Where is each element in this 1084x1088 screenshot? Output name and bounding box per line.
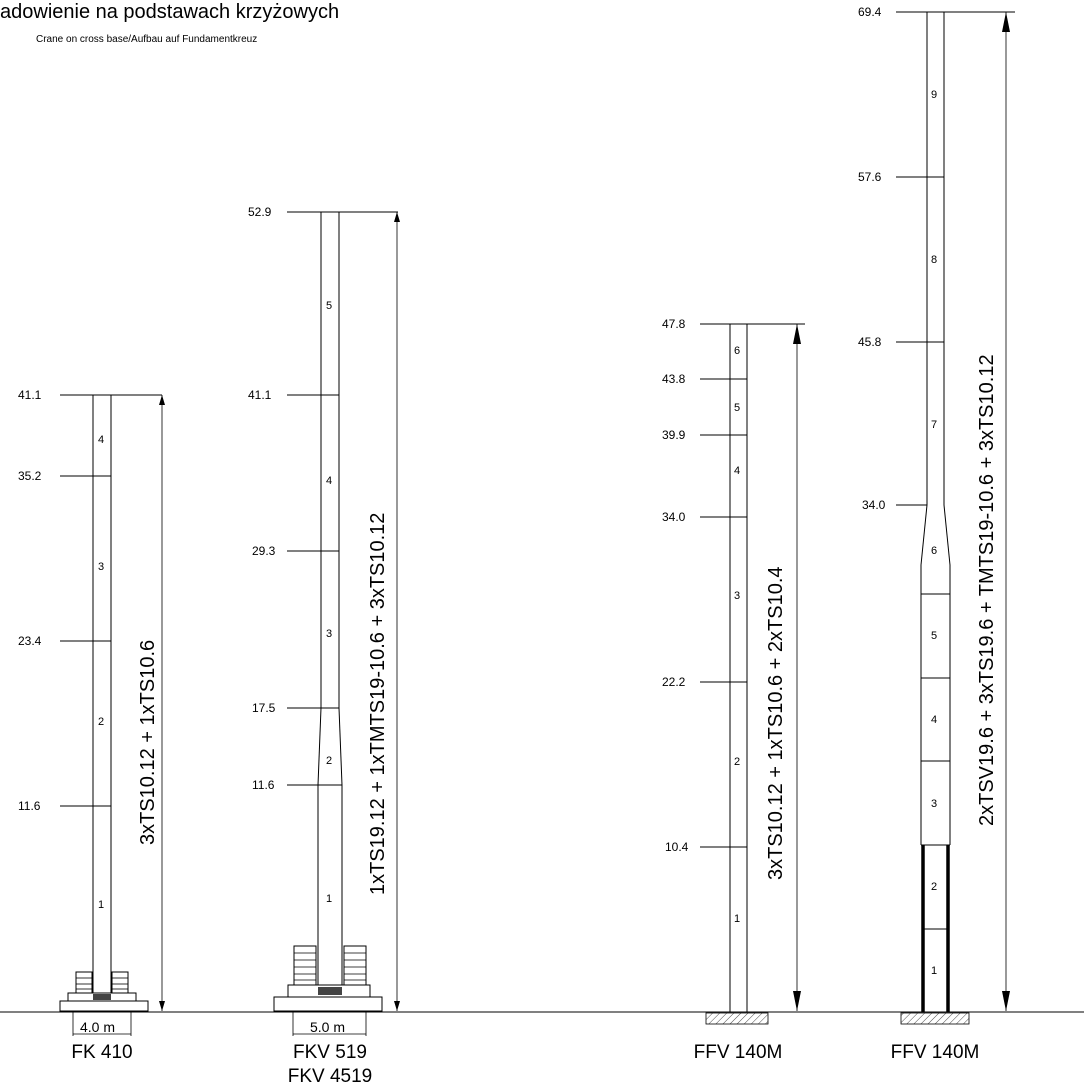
- base-width-dimension: [292, 1012, 367, 1036]
- configuration-label: 1xTS19.12 + 1xTMTS19-10.6 + 3xTS10.12: [367, 513, 389, 895]
- height-arrow-ffv140m-47: [793, 324, 801, 1011]
- section-number: 2: [326, 755, 332, 767]
- section-number: 5: [931, 630, 937, 642]
- crane-fk410: 41.1 35.2 23.4 11.6 4 3 2 1 3xTS10.12 + …: [18, 388, 165, 1063]
- crane-fkv519: 52.9 41.1 29.3 17.5 11.6 5 4 3 2 1 1xTS1…: [248, 205, 400, 1087]
- section-number: 1: [326, 893, 332, 905]
- configuration-label: 3xTS10.12 + 1xTS10.6: [137, 640, 159, 845]
- crane-model-name: FK 410: [71, 1042, 132, 1063]
- base-width-dimension: [72, 1012, 132, 1036]
- level-label: 57.6: [858, 170, 882, 184]
- section-number: 1: [734, 913, 740, 925]
- section-number: 3: [326, 628, 332, 640]
- level-lines-fk410: [60, 394, 162, 807]
- level-label: 34.0: [862, 498, 886, 512]
- foundation-anchor: [705, 1012, 769, 1025]
- level-label: 41.1: [248, 388, 272, 402]
- level-label: 47.8: [662, 317, 686, 331]
- foundation-anchor: [900, 1012, 970, 1025]
- crane-model-name: FFV 140M: [891, 1042, 980, 1063]
- level-label: 22.2: [662, 675, 686, 689]
- level-label: 35.2: [18, 469, 42, 483]
- section-number: 2: [98, 716, 104, 728]
- mast-ffv140m-47: [729, 323, 748, 1012]
- level-lines-fkv519: [287, 211, 398, 786]
- level-lines-ffv140m-69: [896, 11, 1015, 506]
- mast-fkv519: [317, 211, 343, 985]
- base-width-label: 5.0 m: [310, 1019, 345, 1035]
- section-number: 4: [326, 475, 332, 487]
- level-label: 52.9: [248, 205, 272, 219]
- drawing-title: adowienie na podstawach krzyżowych: [0, 1, 339, 23]
- configuration-label: 3xTS10.12 + 1xTS10.6 + 2xTS10.4: [765, 566, 787, 880]
- height-arrow-fk410: [159, 395, 165, 1011]
- section-number: 1: [931, 965, 937, 977]
- crane-model-name: FFV 140M: [694, 1042, 783, 1063]
- crane-model-name: FKV 519: [293, 1042, 367, 1063]
- section-number: 6: [931, 545, 937, 557]
- section-number: 1: [98, 899, 104, 911]
- section-number: 5: [326, 300, 332, 312]
- height-arrow-fkv519: [394, 212, 400, 1011]
- section-number: 4: [98, 434, 104, 446]
- level-label: 11.6: [18, 799, 41, 813]
- level-lines-ffv140m-47: [700, 323, 805, 848]
- section-number: 3: [98, 561, 104, 573]
- level-label: 11.6: [252, 778, 275, 792]
- crane-ffv140m-69: 69.4 57.6 45.8 34.0 9 8 7 6 5 4 3 2 1 2x…: [858, 5, 1015, 1063]
- mast-ffv140m-69: [920, 11, 951, 1012]
- section-number: 4: [734, 465, 740, 477]
- height-arrow-ffv140m-69: [1002, 12, 1010, 1011]
- configuration-label: 2xTSV19.6 + 3xTS19.6 + TMTS19-10.6 + 3xT…: [976, 354, 998, 826]
- level-label: 43.8: [662, 372, 686, 386]
- crane-ffv140m-47: 47.8 43.8 39.9 34.0 22.2 10.4 6 5 4 3 2 …: [662, 317, 805, 1063]
- crane-model-name-alt: FKV 4519: [288, 1066, 373, 1087]
- level-label: 23.4: [18, 634, 42, 648]
- level-label: 17.5: [252, 701, 276, 715]
- cross-base-fkv519: [273, 945, 383, 1012]
- section-number: 2: [931, 881, 937, 893]
- level-label: 69.4: [858, 5, 882, 19]
- section-number: 8: [931, 254, 937, 266]
- section-number: 9: [931, 89, 937, 101]
- level-label: 10.4: [665, 840, 689, 854]
- section-number: 4: [931, 714, 937, 726]
- base-width-label: 4.0 m: [80, 1019, 115, 1035]
- section-number: 6: [734, 345, 740, 357]
- section-number: 5: [734, 402, 740, 414]
- section-number: 7: [931, 419, 937, 431]
- level-label: 34.0: [662, 510, 686, 524]
- section-number: 3: [931, 798, 937, 810]
- level-label: 41.1: [18, 388, 42, 402]
- cross-base-fk410: [59, 971, 149, 1012]
- drawing-subtitle: Crane on cross base/Aufbau auf Fundament…: [36, 34, 257, 45]
- section-number: 3: [734, 590, 740, 602]
- level-label: 45.8: [858, 335, 882, 349]
- section-number: 2: [734, 756, 740, 768]
- level-label: 39.9: [662, 428, 686, 442]
- level-label: 29.3: [252, 544, 276, 558]
